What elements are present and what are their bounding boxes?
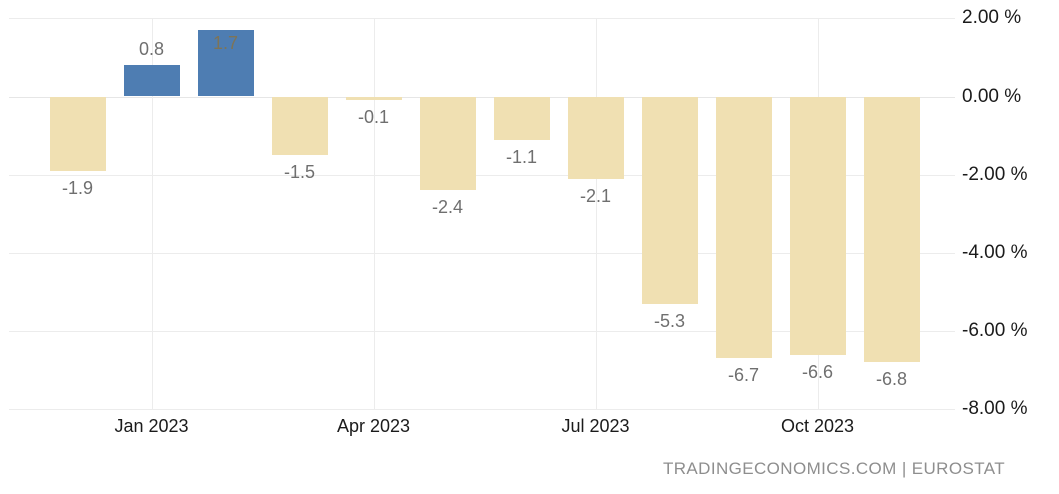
attribution-text: TRADINGECONOMICS.COM | EUROSTAT xyxy=(662,459,1005,478)
x-axis-tick-label: Jan 2023 xyxy=(114,416,189,436)
y-gridline xyxy=(9,252,955,254)
y-axis-tick-label: -8.00 % xyxy=(962,398,1028,420)
bar-value-label: -6.7 xyxy=(727,365,760,386)
y-axis-tick-label: 2.00 % xyxy=(962,7,1022,29)
bar-value-label: -2.1 xyxy=(579,185,612,206)
zero-gridline xyxy=(9,96,955,98)
y-gridline xyxy=(9,18,955,20)
bar-value-label: -0.1 xyxy=(357,107,390,128)
x-axis-tick-label: Jul 2023 xyxy=(561,416,630,436)
y-gridline xyxy=(9,409,955,411)
bar-jan-2023[interactable] xyxy=(123,65,180,97)
bar-aug-2023[interactable] xyxy=(641,96,698,304)
bar-nov-2023[interactable] xyxy=(863,96,920,363)
bar-value-label: -5.3 xyxy=(653,310,686,331)
bar-value-label: -1.5 xyxy=(283,162,316,183)
bar-jul-2023[interactable] xyxy=(567,96,624,179)
bar-value-label: -6.8 xyxy=(875,369,908,390)
bar-dec-2022[interactable] xyxy=(49,96,106,171)
bar-feb-2023[interactable] xyxy=(197,30,254,97)
bar-oct-2023[interactable] xyxy=(789,96,846,355)
bar-may-2023[interactable] xyxy=(419,96,476,191)
y-gridline xyxy=(9,331,955,333)
bar-value-label: -1.1 xyxy=(505,146,538,167)
y-axis-tick-label: -4.00 % xyxy=(962,241,1028,263)
bar-apr-2023[interactable] xyxy=(345,96,402,101)
attribution: TRADINGECONOMICS.COM | EUROSTAT xyxy=(663,459,1005,479)
y-axis-tick-label: -2.00 % xyxy=(962,163,1028,185)
bar-value-label: -6.6 xyxy=(801,361,834,382)
x-gridline xyxy=(595,18,597,410)
x-gridline xyxy=(151,18,153,410)
x-axis-tick-label: Oct 2023 xyxy=(780,416,855,436)
bar-value-label: -1.9 xyxy=(61,177,94,198)
y-gridline xyxy=(9,174,955,176)
bar-mar-2023[interactable] xyxy=(271,96,328,156)
bar-value-label: 1.7 xyxy=(212,33,239,54)
x-gridline xyxy=(373,18,375,410)
x-axis-tick-label: Apr 2023 xyxy=(336,416,411,436)
bar-value-label: 0.8 xyxy=(138,39,165,60)
y-axis-tick-label: 0.00 % xyxy=(962,85,1022,107)
bar-value-label: -2.4 xyxy=(431,197,464,218)
bar-sep-2023[interactable] xyxy=(715,96,772,359)
bar-jun-2023[interactable] xyxy=(493,96,550,140)
y-axis-tick-label: -6.00 % xyxy=(962,320,1028,342)
